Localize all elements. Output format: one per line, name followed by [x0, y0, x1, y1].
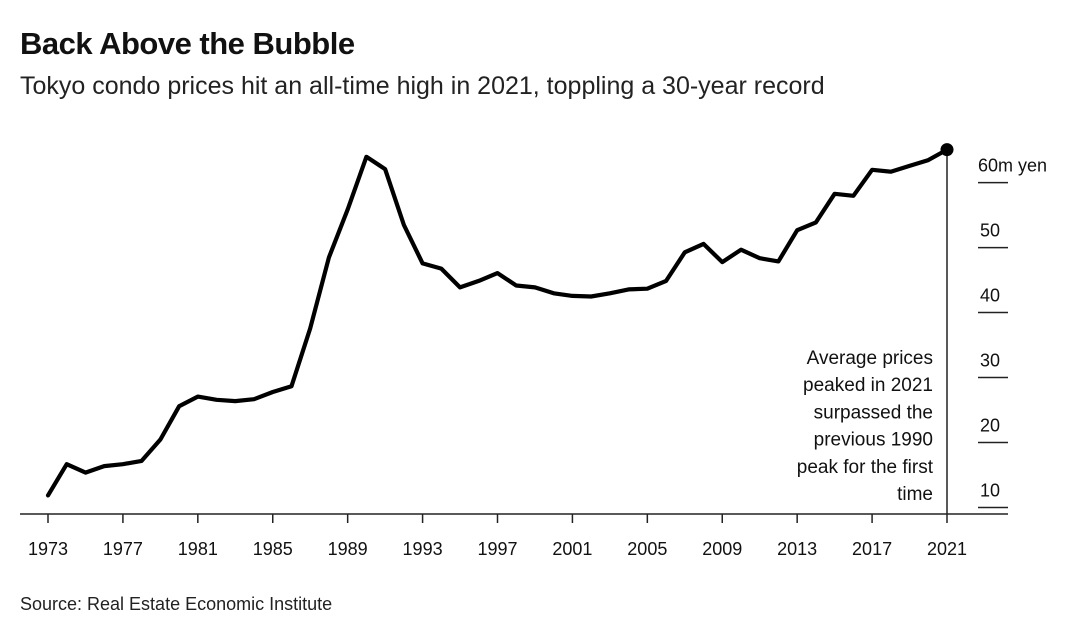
annotation-line: time	[897, 484, 933, 505]
source-note: Source: Real Estate Economic Institute	[20, 594, 333, 614]
x-tick-label: 2009	[702, 539, 742, 559]
x-tick-label: 1993	[403, 539, 443, 559]
series-line	[45, 147, 950, 498]
annotation-line: previous 1990	[814, 430, 933, 451]
y-tick-label: 10	[980, 481, 1000, 501]
x-tick-label: 1989	[328, 539, 368, 559]
x-tick-label: 1985	[253, 539, 293, 559]
y-tick-label: 60m yen	[978, 156, 1047, 176]
x-tick-label: 2013	[777, 539, 817, 559]
annotation-line: peak for the first	[797, 457, 934, 478]
y-tick-label: 30	[980, 351, 1000, 371]
annotation-line: surpassed the	[814, 402, 933, 423]
y-tick-label: 20	[980, 416, 1000, 436]
y-tick-label: 50	[980, 221, 1000, 241]
annotation-line: peaked in 2021	[803, 375, 933, 396]
series-end-marker	[940, 143, 954, 157]
x-tick-label: 1973	[28, 539, 68, 559]
x-tick-label: 2005	[627, 539, 667, 559]
annotation-line: Average prices	[807, 348, 933, 369]
x-tick-label: 1977	[103, 539, 143, 559]
chart-title: Back Above the Bubble	[20, 26, 355, 61]
x-tick-label: 2017	[852, 539, 892, 559]
x-tick-label: 1981	[178, 539, 218, 559]
chart-subtitle: Tokyo condo prices hit an all-time high …	[20, 72, 825, 100]
x-tick-label: 1997	[477, 539, 517, 559]
x-tick-label: 2021	[927, 539, 967, 559]
y-tick-label: 40	[980, 286, 1000, 306]
x-tick-label: 2001	[552, 539, 592, 559]
annotation-text: Average prices peaked in 2021 surpassed th…	[797, 348, 934, 505]
